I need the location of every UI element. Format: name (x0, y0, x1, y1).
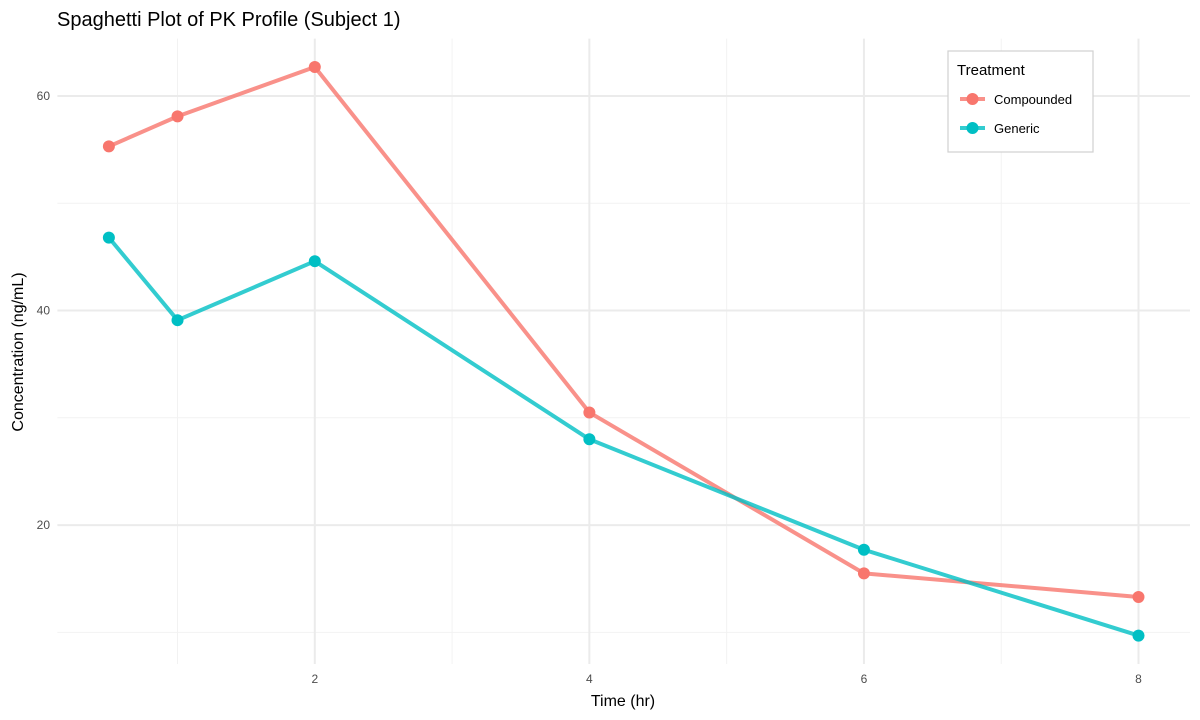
series-points (102, 61, 1145, 642)
legend-key-compounded-point (966, 93, 979, 105)
x-tick-label: 2 (311, 672, 318, 686)
compounded-point (1132, 590, 1145, 603)
compounded-point (857, 567, 870, 580)
chart-title: Spaghetti Plot of PK Profile (Subject 1) (57, 9, 401, 31)
compounded-point (102, 140, 115, 153)
legend-key-generic-point (966, 122, 979, 134)
compounded-point (171, 110, 184, 123)
generic-line (107, 236, 1140, 638)
generic-point (308, 255, 321, 268)
x-tick-label: 6 (861, 672, 868, 686)
compounded-point (308, 61, 321, 74)
compounded-line (108, 65, 1139, 599)
y-axis-label: Concentration (ng/mL) (10, 272, 27, 431)
y-tick-label: 20 (37, 518, 51, 532)
legend: Treatment Compounded Generic (947, 50, 1094, 153)
generic-point (102, 231, 115, 244)
legend-label-generic: Generic (994, 121, 1040, 136)
y-tick-label: 40 (37, 304, 51, 318)
y-tick-label: 60 (37, 89, 51, 103)
legend-title: Treatment (957, 62, 1026, 79)
x-tick-label: 8 (1135, 672, 1142, 686)
generic-point (171, 314, 184, 327)
generic-point (1132, 629, 1145, 642)
generic-point (857, 543, 870, 556)
generic-point (583, 433, 596, 446)
series-lines (107, 65, 1140, 638)
compounded-point (583, 406, 596, 419)
x-tick-label: 4 (586, 672, 593, 686)
x-axis-label: Time (hr) (591, 693, 655, 710)
legend-label-compounded: Compounded (994, 92, 1072, 107)
axis-ticks: 2 4 6 8 20 40 60 (37, 89, 1143, 686)
